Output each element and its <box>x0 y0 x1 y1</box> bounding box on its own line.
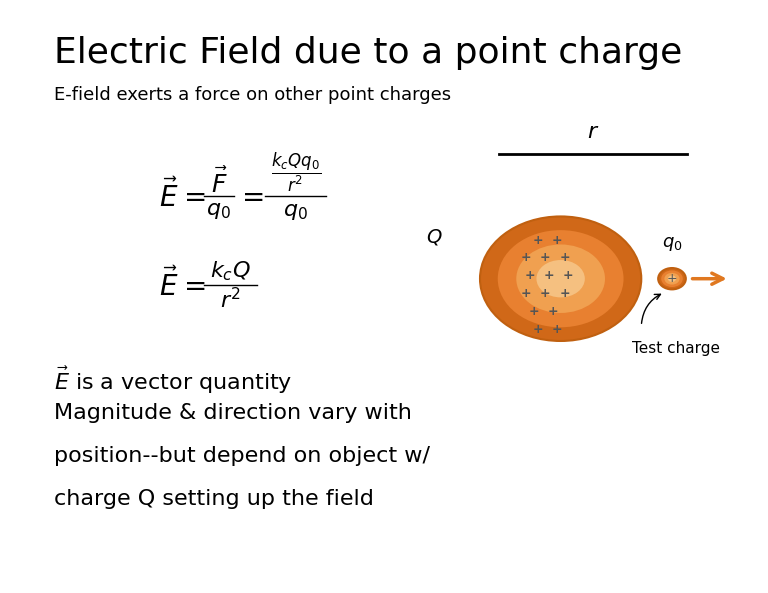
Text: Magnitude & direction vary with: Magnitude & direction vary with <box>54 403 412 423</box>
Text: +: + <box>559 251 570 264</box>
Text: Test charge: Test charge <box>632 341 720 356</box>
Text: $\vec{E}$ is a vector quantity: $\vec{E}$ is a vector quantity <box>54 365 292 396</box>
Text: +: + <box>551 323 562 336</box>
Text: charge Q setting up the field: charge Q setting up the field <box>54 489 374 509</box>
Text: +: + <box>540 287 551 300</box>
Text: $\vec{E}$: $\vec{E}$ <box>159 178 179 213</box>
Text: $\vec{E}$: $\vec{E}$ <box>159 267 179 302</box>
Text: $=$: $=$ <box>178 270 206 299</box>
Text: position--but depend on object w/: position--but depend on object w/ <box>54 446 430 466</box>
Text: +: + <box>559 287 570 300</box>
Text: Electric Field due to a point charge: Electric Field due to a point charge <box>54 36 682 69</box>
Text: $+$: $+$ <box>667 272 677 285</box>
Text: $q_0$: $q_0$ <box>207 200 231 221</box>
Text: +: + <box>528 305 539 318</box>
Text: +: + <box>548 305 558 318</box>
Text: +: + <box>532 234 543 247</box>
Text: E-field exerts a force on other point charges: E-field exerts a force on other point ch… <box>54 86 451 104</box>
Text: $k_c Q$: $k_c Q$ <box>210 260 250 283</box>
Text: $\vec{F}$: $\vec{F}$ <box>210 168 227 197</box>
Text: $r$: $r$ <box>587 122 600 142</box>
Text: $=$: $=$ <box>178 181 206 210</box>
Text: +: + <box>521 287 531 300</box>
Text: $q_0$: $q_0$ <box>662 235 682 253</box>
Text: +: + <box>544 269 554 282</box>
Text: $r^2$: $r^2$ <box>220 287 240 312</box>
Text: +: + <box>521 251 531 264</box>
Text: +: + <box>551 234 562 247</box>
Text: $=$: $=$ <box>236 181 263 210</box>
Text: +: + <box>540 251 551 264</box>
Text: +: + <box>532 323 543 336</box>
Text: $q_0$: $q_0$ <box>283 202 308 222</box>
Text: +: + <box>563 269 574 282</box>
Text: +: + <box>525 269 535 282</box>
Text: $Q$: $Q$ <box>425 227 442 247</box>
Text: $\dfrac{k_c Q q_0}{r^2}$: $\dfrac{k_c Q q_0}{r^2}$ <box>270 150 321 194</box>
